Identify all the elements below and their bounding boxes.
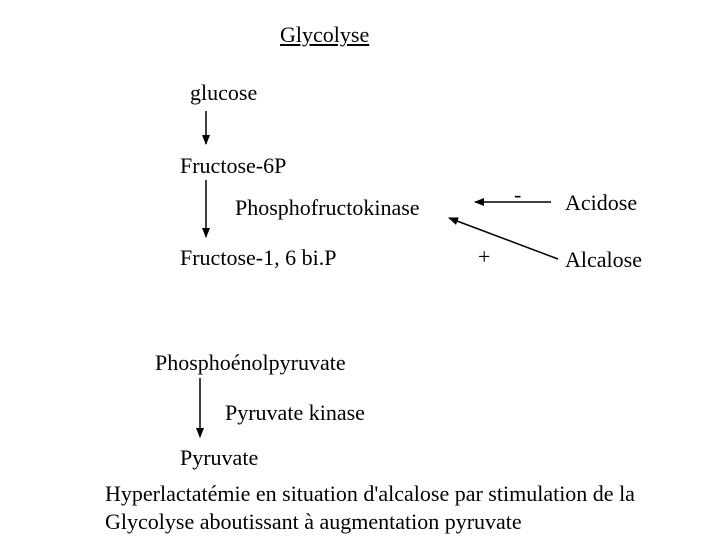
minus-sign: - (514, 182, 521, 208)
plus-sign: + (478, 244, 490, 270)
node-pfk: Phosphofructokinase (235, 195, 420, 221)
node-pyruvate: Pyruvate (180, 445, 258, 471)
node-f6p: Fructose-6P (180, 153, 286, 179)
node-acidose: Acidose (565, 190, 637, 216)
node-glucose: glucose (190, 80, 257, 106)
footnote-line2: Glycolyse aboutissant à augmentation pyr… (105, 509, 522, 534)
node-alcalose: Alcalose (565, 247, 642, 273)
title: Glycolyse (280, 22, 369, 48)
node-f16bp: Fructose-1, 6 bi.P (180, 245, 336, 271)
footnote: Hyperlactatémie en situation d'alcalose … (105, 480, 635, 535)
footnote-line1: Hyperlactatémie en situation d'alcalose … (105, 481, 635, 506)
node-pep: Phosphoénolpyruvate (155, 350, 346, 376)
node-pk: Pyruvate kinase (225, 400, 365, 426)
